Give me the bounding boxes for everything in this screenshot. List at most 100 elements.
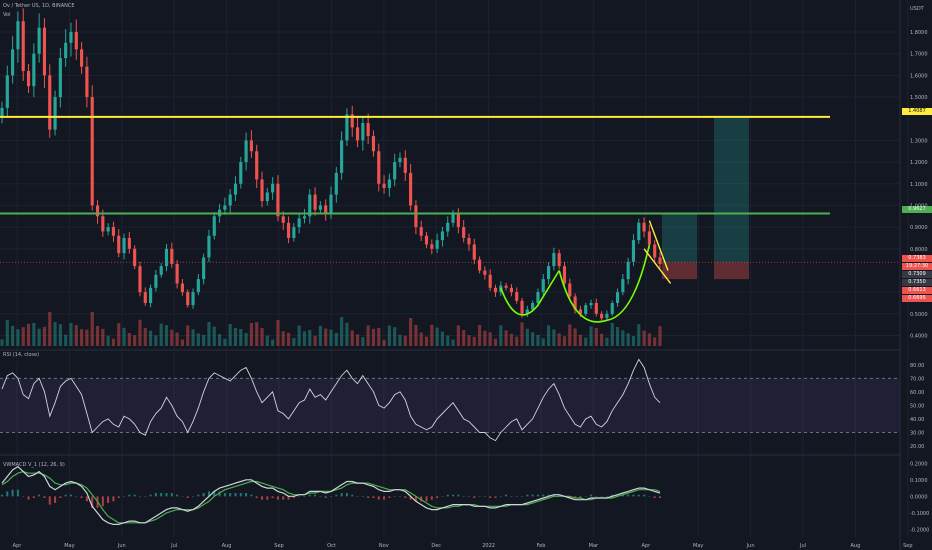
position-profit-zone-2[interactable] [714,116,749,263]
candle-body[interactable] [552,253,556,267]
candle-body[interactable] [53,97,57,130]
candle-body[interactable] [462,227,466,238]
candle-body[interactable] [653,244,657,258]
candle-body[interactable] [440,231,445,241]
candle-body[interactable] [504,285,508,288]
candle-body[interactable] [589,302,593,306]
position-loss-zone-2[interactable] [714,262,749,280]
candle-body[interactable] [637,222,641,241]
candle-body[interactable] [32,53,36,87]
candle-body[interactable] [345,114,349,141]
candle-body[interactable] [557,253,561,267]
candle-body[interactable] [472,244,476,260]
candle-body[interactable] [615,292,620,303]
candle-body[interactable] [456,214,460,228]
candle-body[interactable] [111,227,116,236]
candle-body[interactable] [366,123,370,137]
candle-body[interactable] [122,237,126,254]
candle-body[interactable] [435,240,439,249]
candle-body[interactable] [85,66,89,98]
candle-body[interactable] [26,71,31,87]
candle-body[interactable] [350,114,354,128]
candle-body[interactable] [340,140,344,173]
candle-body[interactable] [80,49,84,67]
candle-body[interactable] [212,216,216,236]
candle-body[interactable] [398,157,402,163]
candle-body[interactable] [488,274,492,288]
candle-body[interactable] [318,205,322,210]
candle-body[interactable] [239,162,243,184]
candle-body[interactable] [202,257,206,280]
candle-body[interactable] [377,151,381,184]
candle-body[interactable] [308,194,312,217]
candle-body[interactable] [48,75,52,130]
candle-body[interactable] [403,157,407,173]
candle-body[interactable] [382,183,386,189]
candle-body[interactable] [594,302,598,314]
candle-body[interactable] [451,214,455,223]
candle-body[interactable] [5,75,9,108]
candle-body[interactable] [446,222,450,232]
candle-body[interactable] [233,183,238,195]
candle-body[interactable] [37,27,41,54]
candle-body[interactable] [541,279,545,293]
candle-body[interactable] [626,261,630,280]
candle-body[interactable] [658,257,662,264]
candle-body[interactable] [430,244,434,249]
candle-body[interactable] [509,287,513,293]
candle-body[interactable] [260,179,264,202]
candle-body[interactable] [419,227,423,236]
macd-line[interactable] [1,465,661,525]
candle-body[interactable] [244,140,248,163]
candle-body[interactable] [334,172,338,195]
candle-body[interactable] [424,235,429,245]
price-pane[interactable] [0,8,900,323]
rsi-line[interactable] [1,358,661,442]
candle-body[interactable] [265,192,269,202]
candle-body[interactable] [605,313,609,319]
candle-body[interactable] [164,248,169,267]
candle-body[interactable] [546,266,551,280]
candle-body[interactable] [271,183,275,193]
macd-label[interactable]: VWMACD V_1 (12, 26, 9) [3,462,65,468]
candle-body[interactable] [578,309,582,314]
candle-body[interactable] [196,279,200,293]
candle-body[interactable] [621,279,625,293]
candle-body[interactable] [525,309,529,314]
macd-pane[interactable] [1,465,661,525]
candle-body[interactable] [223,205,227,210]
candle-body[interactable] [536,292,540,303]
candle-body[interactable] [393,162,397,180]
candle-body[interactable] [186,292,190,306]
candle-body[interactable] [42,27,47,76]
flag-lower-line[interactable] [643,248,672,284]
candle-body[interactable] [0,107,4,118]
position-loss-zone-1[interactable] [662,262,697,280]
candle-body[interactable] [292,227,296,238]
candle-body[interactable] [249,140,253,152]
candle-body[interactable] [531,302,535,310]
candle-body[interactable] [324,205,328,215]
candle-body[interactable] [138,266,142,293]
candle-body[interactable] [631,240,636,262]
candle-body[interactable] [329,194,333,215]
candle-body[interactable] [74,32,78,50]
candle-body[interactable] [276,183,280,217]
candle-body[interactable] [180,283,184,293]
candle-body[interactable] [414,205,418,228]
candle-body[interactable] [11,49,15,76]
candle-body[interactable] [387,179,391,189]
candle-body[interactable] [355,127,360,141]
rsi-label[interactable]: RSI (14, close) [3,352,40,358]
candle-body[interactable] [493,287,498,293]
position-profit-zone-1[interactable] [662,213,697,263]
candle-body[interactable] [64,42,68,59]
candle-body[interactable] [600,313,604,319]
candle-body[interactable] [478,259,482,271]
candle-body[interactable] [371,136,376,152]
candle-body[interactable] [647,231,651,245]
candle-body[interactable] [520,300,524,314]
candle-body[interactable] [154,274,158,288]
